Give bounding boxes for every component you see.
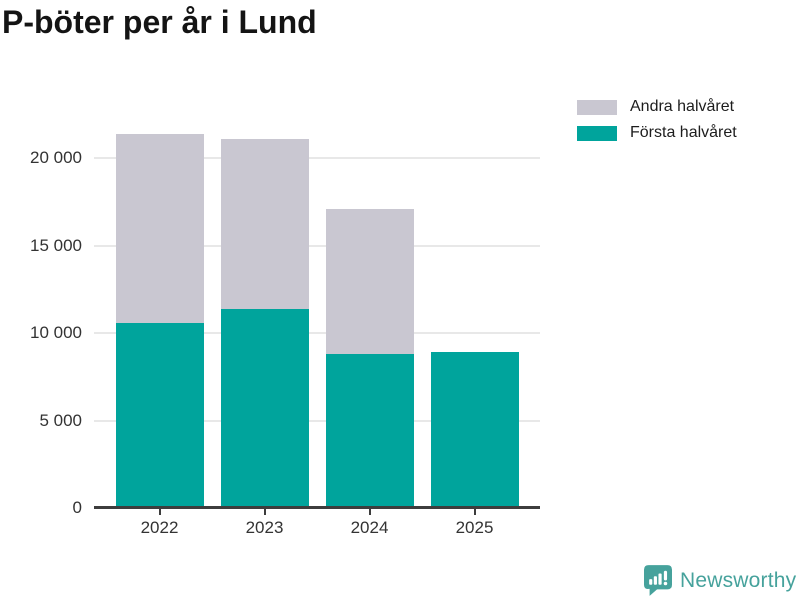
x-axis-tick-2025 — [473, 509, 476, 515]
legend-item-andra-halvaret: Andra halvåret — [577, 94, 737, 120]
bar-2025-forsta-halvaret — [430, 352, 519, 508]
x-axis-label-2022: 2022 — [140, 518, 179, 537]
y-axis-label: 5 000 — [39, 410, 82, 430]
legend-label: Andra halvåret — [630, 98, 735, 115]
legend: Andra halvåret Första halvåret — [577, 94, 737, 146]
newsworthy-logo[interactable]: Newsworthy — [644, 565, 796, 596]
legend-item-forsta-halvaret: Första halvåret — [577, 120, 737, 146]
bar-2022-forsta-halvaret — [115, 323, 204, 508]
newsworthy-logo-text: Newsworthy — [680, 568, 797, 592]
bar-2024-forsta-halvaret — [325, 354, 414, 508]
bar-2022-andra-halvaret — [115, 134, 204, 324]
gridline-15000 — [94, 244, 540, 247]
legend-label: Första halvåret — [630, 124, 737, 141]
y-axis-label: 10 000 — [30, 323, 82, 342]
gridline-20000 — [94, 157, 540, 159]
y-axis-label: 0 — [72, 498, 82, 517]
x-axis-label-2023: 2023 — [245, 518, 284, 537]
gridline-5000 — [94, 419, 540, 422]
y-axis-label: 20 000 — [30, 148, 82, 167]
bar-2023-forsta-halvaret — [220, 308, 309, 508]
x-axis-label-2024: 2024 — [350, 518, 389, 537]
legend-swatch-forsta-halvaret — [577, 125, 617, 141]
x-axis-label-2025: 2025 — [455, 518, 494, 537]
legend-swatch-andra-halvaret — [577, 99, 617, 115]
x-axis-tick-2022 — [158, 509, 161, 515]
chart-title: P-böter per år i Lund — [2, 4, 317, 40]
x-axis-line — [94, 506, 540, 509]
bar-2023-andra-halvaret — [220, 138, 309, 309]
y-axis-label: 15 000 — [30, 235, 82, 255]
gridline-10000 — [94, 332, 540, 334]
newsworthy-logo-icon — [644, 565, 672, 596]
x-axis-tick-2023 — [263, 509, 266, 515]
bar-2024-andra-halvaret — [325, 208, 414, 354]
x-axis-tick-2024 — [368, 509, 371, 515]
